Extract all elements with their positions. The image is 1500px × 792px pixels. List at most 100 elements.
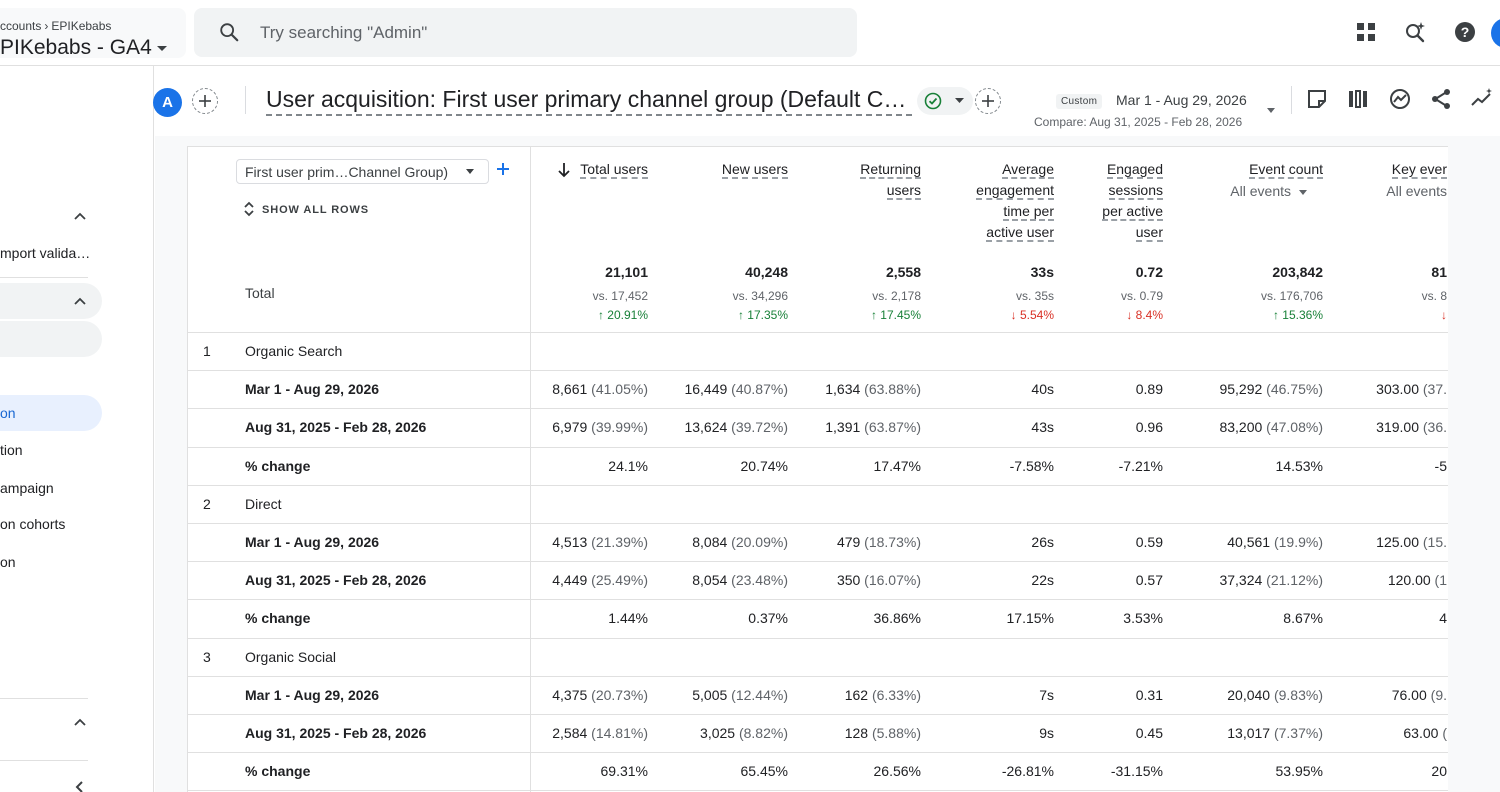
table-row-label: Aug 31, 2025 - Feb 28, 2026 [245,725,427,741]
sidebar-item-user-acquisition[interactable]: on [0,405,16,421]
cell-value: 26.56% [873,763,921,780]
sidebar-item-active[interactable] [0,395,102,431]
cell-share: (47.08%) [1262,419,1323,436]
sidebar-item-import-validation[interactable]: mport valida… [0,245,91,261]
column-header[interactable]: New users [721,159,788,180]
account-switcher[interactable]: ccounts › EPIKebabs PIKebabs - GA4 [0,8,186,60]
column-header[interactable]: Event count [1249,159,1323,180]
user-avatar[interactable] [1491,18,1500,48]
column-header[interactable]: Returning users [860,159,921,201]
trend-sparkle-icon[interactable] [1470,87,1494,111]
cell-value: 7s [1039,686,1054,703]
insights-icon[interactable] [1388,87,1412,111]
table-cell: 37,324 (21.12%) [1219,572,1323,588]
cell-value: 0.31 [1135,686,1163,703]
search-insights-icon[interactable] [1403,20,1427,44]
cell-share: (21.39%) [587,534,648,550]
breadcrumb-current[interactable]: EPIKebabs [51,19,112,33]
row-divider [187,714,1448,715]
sidebar-section-header[interactable] [0,283,102,319]
sort-descending-icon[interactable] [557,162,571,178]
column-header[interactable]: Engaged sessions per active user [1102,159,1163,243]
plus-icon [982,95,994,107]
cell-value: 14.53% [1275,457,1323,474]
total-change: ↓ 5.54% [1010,308,1054,322]
table-cell: -26.81% [1002,763,1054,779]
table-cell: 40s [1031,381,1054,397]
sidebar-item-traffic-acquisition[interactable]: tion [0,442,23,458]
date-picker-caret-icon[interactable] [1267,108,1275,113]
event-filter-dropdown[interactable]: All events [1230,183,1307,199]
date-range[interactable]: Mar 1 - Aug 29, 2026 [1116,92,1247,108]
comparison-avatar[interactable]: A [153,88,182,117]
unfold-icon[interactable] [242,201,256,217]
annotation-icon[interactable] [1305,87,1329,111]
chevron-up-icon[interactable] [72,208,88,224]
cell-value: 0.59 [1135,534,1163,550]
table-cell: 5,005 (12.44%) [692,687,788,703]
cell-value: -7.21% [1118,457,1163,474]
cell-share: (20.09%) [727,534,788,550]
collapse-nav-icon[interactable] [72,779,88,792]
table-cell: 4,449 (25.49%) [552,572,648,588]
cell-value: 17.47% [873,457,921,474]
cell-share: (18.73%) [860,534,921,550]
total-value: 0.72 [1135,264,1163,280]
sidebar-item-retention[interactable]: on [0,554,16,570]
search-bar[interactable] [194,8,857,57]
page-title[interactable]: User acquisition: First user primary cha… [266,86,912,116]
cell-share: (9. [1426,686,1447,703]
row-divider [187,446,1448,448]
sidebar-item-acquisition-cohorts[interactable]: on cohorts [0,516,66,532]
cell-value: 319.00 [1376,419,1419,436]
sidebar-subsection[interactable] [0,321,102,357]
cell-value: 0.89 [1135,381,1163,398]
report-status-dropdown[interactable] [917,87,973,115]
show-all-rows-button[interactable]: SHOW ALL ROWS [262,204,370,216]
table-cell: 16,449 (40.87%) [684,381,788,397]
cell-value: 0.96 [1135,419,1163,436]
cell-value: 26s [1031,534,1054,550]
table-cell: 40,561 (19.9%) [1227,534,1323,550]
table-row-label: % change [245,763,311,780]
cell-share: (8.82%) [735,725,788,741]
dimension-column-divider [530,146,531,792]
table-cell: 20.74% [741,458,788,474]
breadcrumb-parent[interactable]: ccounts [0,19,42,33]
add-dimension-icon[interactable] [495,161,511,177]
compare-columns-icon[interactable] [1346,87,1370,111]
table-cell: 26.56% [874,763,921,779]
add-comparison-button[interactable] [192,88,218,114]
column-header[interactable]: Total users [580,159,648,180]
event-filter-dropdown[interactable]: All events [1386,183,1447,199]
column-header[interactable]: Average engagement time per active user [976,159,1054,243]
cell-value: 9s [1039,725,1054,741]
cell-value: -5 [1434,457,1447,474]
group-name[interactable]: Organic Social [245,648,337,665]
report-table-card [187,146,1448,792]
add-filter-button[interactable] [975,88,1001,114]
cell-value: 128 [844,725,869,741]
cell-share: (1 [1430,572,1447,589]
table-cell: 17.47% [874,458,921,474]
search-input[interactable] [260,22,820,44]
total-value: 203,842 [1272,264,1323,280]
sidebar-item-campaign[interactable]: ampaign [0,480,54,496]
chevron-up-icon[interactable] [72,714,88,730]
compare-range[interactable]: Compare: Aug 31, 2025 - Feb 28, 2026 [1034,115,1243,129]
share-icon[interactable] [1429,87,1453,111]
table-row-label: Mar 1 - Aug 29, 2026 [245,381,380,398]
property-selector[interactable]: PIKebabs - GA4 [0,36,167,60]
header-divider [245,86,246,114]
table-cell: 128 (5.88%) [845,725,921,741]
chevron-up-icon[interactable] [72,293,88,309]
apps-grid-icon[interactable] [1354,20,1378,44]
cell-value: -7.58% [1009,457,1054,474]
help-icon[interactable]: ? [1453,20,1477,44]
group-name[interactable]: Organic Search [245,343,343,359]
column-header[interactable]: Key ever [1391,159,1447,180]
dimension-selector[interactable]: First user prim…Channel Group) [236,159,489,184]
table-cell: 43s [1031,419,1054,435]
caret-down-icon[interactable] [466,169,474,174]
group-name[interactable]: Direct [245,495,282,512]
